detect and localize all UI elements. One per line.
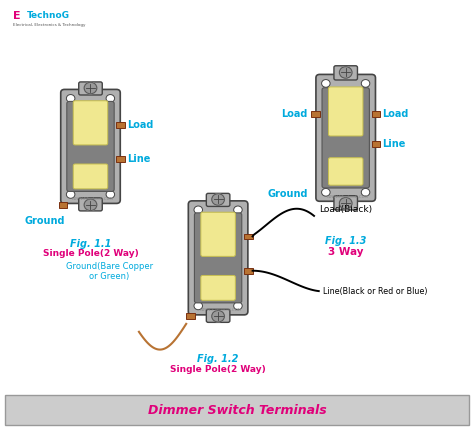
FancyBboxPatch shape (201, 276, 235, 300)
Circle shape (361, 188, 370, 196)
Text: Ground(Bare Copper: Ground(Bare Copper (66, 262, 153, 271)
Text: Electrical, Electronics & Technology: Electrical, Electronics & Technology (12, 23, 85, 27)
Text: Line: Line (382, 139, 405, 149)
Circle shape (234, 206, 242, 214)
FancyBboxPatch shape (67, 101, 114, 191)
Text: Fig. 1.1: Fig. 1.1 (70, 239, 111, 249)
Text: or Green): or Green) (89, 272, 129, 281)
Bar (244, 268, 253, 273)
Circle shape (321, 188, 330, 196)
Text: Single Pole(2 Way): Single Pole(2 Way) (170, 365, 266, 374)
FancyBboxPatch shape (322, 88, 369, 188)
Text: Fig. 1.3: Fig. 1.3 (325, 237, 366, 246)
Circle shape (106, 190, 115, 198)
Circle shape (66, 190, 75, 198)
Circle shape (194, 302, 202, 310)
Bar (117, 157, 125, 162)
Text: TechnoG: TechnoG (27, 12, 70, 20)
Circle shape (194, 206, 202, 214)
Text: Line: Line (127, 154, 150, 164)
FancyBboxPatch shape (334, 66, 357, 80)
FancyBboxPatch shape (61, 89, 120, 203)
Bar (244, 233, 253, 239)
Text: E: E (12, 12, 20, 22)
Text: Fig. 1.2: Fig. 1.2 (197, 354, 239, 364)
Circle shape (321, 80, 330, 87)
FancyBboxPatch shape (79, 198, 102, 211)
FancyBboxPatch shape (206, 309, 230, 322)
Text: Ground: Ground (24, 216, 65, 227)
Text: Ground: Ground (267, 189, 308, 199)
Bar (59, 202, 67, 208)
Text: Single Pole(2 Way): Single Pole(2 Way) (43, 249, 138, 258)
Text: 3 Way: 3 Way (328, 247, 364, 257)
FancyBboxPatch shape (194, 213, 242, 303)
Bar (117, 122, 125, 128)
Circle shape (234, 302, 242, 310)
Text: WWW.ETechnoG.COM: WWW.ETechnoG.COM (327, 195, 369, 199)
Bar (311, 111, 319, 117)
Text: Load: Load (127, 120, 153, 130)
Text: Load(Black): Load(Black) (319, 205, 372, 214)
Circle shape (66, 95, 75, 102)
Text: WWW.ETechnoG.COM: WWW.ETechnoG.COM (72, 197, 114, 201)
Text: Line(Black or Red or Blue): Line(Black or Red or Blue) (323, 287, 428, 295)
FancyBboxPatch shape (188, 201, 248, 315)
Bar (372, 111, 380, 117)
FancyBboxPatch shape (73, 101, 108, 145)
Text: Load: Load (282, 109, 308, 119)
Circle shape (361, 80, 370, 87)
Circle shape (339, 197, 352, 209)
Text: Load: Load (382, 109, 409, 119)
Bar (186, 313, 195, 319)
Circle shape (339, 67, 352, 78)
FancyBboxPatch shape (334, 196, 357, 210)
FancyBboxPatch shape (316, 74, 375, 201)
Circle shape (212, 310, 224, 322)
FancyBboxPatch shape (328, 158, 363, 185)
Circle shape (84, 82, 97, 94)
FancyBboxPatch shape (206, 194, 230, 206)
FancyBboxPatch shape (79, 82, 102, 95)
Text: Dimmer Switch Terminals: Dimmer Switch Terminals (147, 403, 327, 417)
Text: WWW.ETechnoG.COM: WWW.ETechnoG.COM (200, 308, 242, 313)
FancyBboxPatch shape (328, 87, 363, 136)
Bar (5, 395, 469, 425)
FancyBboxPatch shape (73, 164, 108, 189)
Circle shape (84, 199, 97, 211)
Circle shape (212, 194, 224, 205)
Bar (372, 141, 380, 147)
Circle shape (106, 95, 115, 102)
FancyBboxPatch shape (201, 212, 235, 256)
